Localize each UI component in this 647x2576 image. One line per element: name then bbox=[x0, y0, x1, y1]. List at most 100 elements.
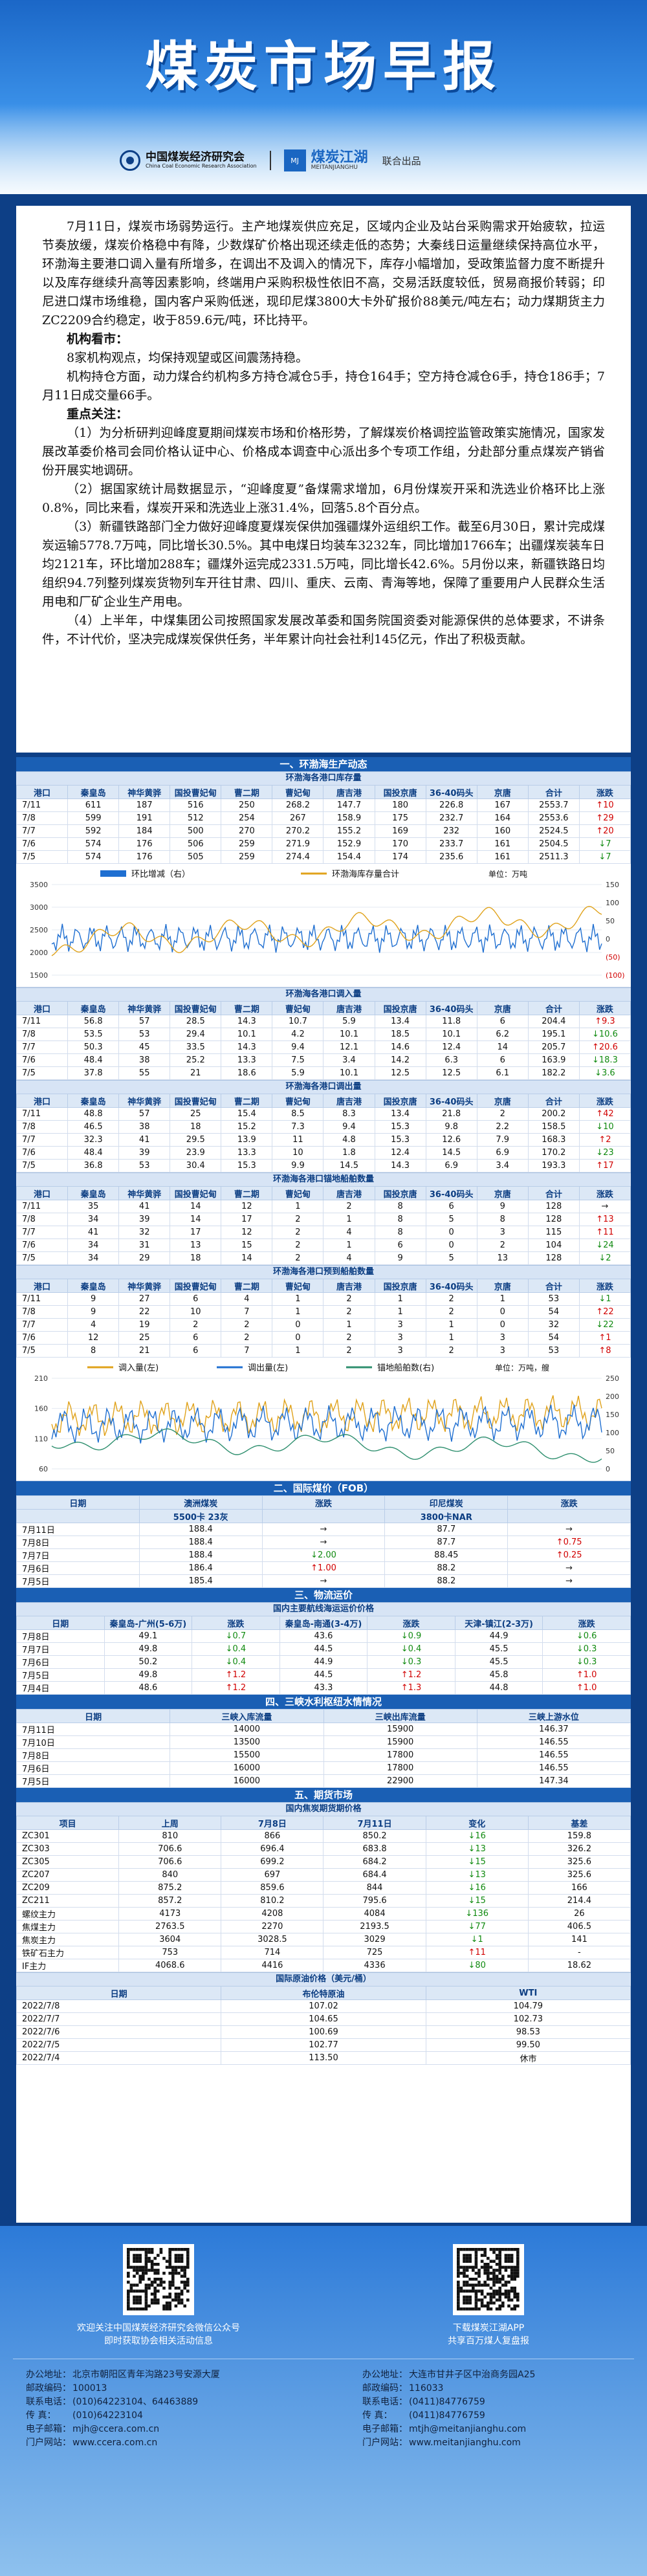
qr-module bbox=[138, 2298, 142, 2302]
column-header: 上周 bbox=[118, 1816, 222, 1830]
qr-module bbox=[138, 2301, 142, 2305]
row-date: 7月11日 bbox=[16, 1523, 140, 1536]
futures-price: 3028.5 bbox=[221, 1933, 324, 1946]
column-header: 合计 bbox=[527, 785, 580, 799]
contact-value: 北京市朝阳区青年沟路23号安源大厦 bbox=[72, 2370, 220, 2380]
column-header: 日期 bbox=[16, 1986, 222, 2000]
cell-value: 235.6 bbox=[425, 850, 477, 864]
contact-line: 电子邮箱： mjh@ccera.com.cn bbox=[26, 2423, 220, 2436]
brent-price: 104.65 bbox=[221, 2012, 426, 2026]
qr-module bbox=[127, 2251, 130, 2254]
row-date: 7/5 bbox=[16, 1344, 69, 1358]
table-header-row: 港口 秦皇岛 神华黄骅 国投曹妃甸 曹二期 曹妃甸 唐吉港 国投京唐 36-40码头 京唐 合计 涨跌 bbox=[16, 1279, 631, 1293]
column-header: 曹二期 bbox=[221, 1001, 273, 1015]
row-date: 7月5日 bbox=[16, 1574, 140, 1588]
cell-value: 6 bbox=[476, 1015, 529, 1028]
contact-label: 传 真： bbox=[362, 2410, 393, 2421]
qr-module bbox=[477, 2269, 481, 2272]
cell-value: 4 bbox=[323, 1251, 375, 1265]
wti-price: 休市 bbox=[425, 2051, 631, 2065]
qr-module bbox=[516, 2260, 520, 2263]
qr-module bbox=[510, 2256, 514, 2260]
contact-line: 联系电话： (010)64223104、64463889 bbox=[26, 2395, 220, 2409]
qr-module bbox=[180, 2280, 184, 2284]
qr-module bbox=[480, 2289, 484, 2293]
qr-module bbox=[474, 2295, 478, 2299]
cell-value: 5.9 bbox=[323, 1015, 375, 1028]
qr-module bbox=[492, 2271, 496, 2275]
qr-module bbox=[516, 2256, 520, 2260]
qr-module bbox=[186, 2256, 190, 2260]
qr-module bbox=[468, 2265, 472, 2269]
qr-module bbox=[516, 2295, 520, 2299]
qr-module bbox=[457, 2301, 460, 2305]
cell-value: 57 bbox=[118, 1107, 171, 1121]
qr-module bbox=[144, 2289, 148, 2293]
qr-module bbox=[507, 2298, 510, 2302]
qr-module bbox=[144, 2263, 148, 2266]
cell-value: 9 bbox=[67, 1292, 120, 1306]
qr-module bbox=[477, 2271, 481, 2275]
column-header: 唐吉港 bbox=[323, 1001, 375, 1015]
qr-module bbox=[510, 2298, 514, 2302]
cell-value: 104 bbox=[527, 1238, 580, 1252]
qr-module bbox=[477, 2284, 481, 2287]
cell-value: 2504.5 bbox=[527, 837, 580, 851]
y-left-tick: 2000 bbox=[30, 949, 48, 957]
qr-module bbox=[487, 2263, 490, 2266]
cell-value: 2 bbox=[476, 1238, 529, 1252]
wti-price: 98.53 bbox=[425, 2025, 631, 2039]
column-header: 涨跌 bbox=[542, 1616, 631, 1630]
cell-value: 175 bbox=[374, 811, 426, 825]
cell-value: 4 bbox=[221, 1292, 273, 1306]
cell-value: 2553.6 bbox=[527, 811, 580, 825]
cell-value: 28.5 bbox=[170, 1015, 222, 1028]
qr-module bbox=[474, 2293, 478, 2296]
cell-value: 3 bbox=[476, 1331, 529, 1345]
cell-value: 174 bbox=[374, 850, 426, 864]
cell-value: 17 bbox=[221, 1213, 273, 1226]
y-left-tick: 3500 bbox=[30, 881, 48, 889]
column-header: 变化 bbox=[425, 1816, 529, 1830]
cell-value: 187 bbox=[118, 798, 171, 812]
qr-module bbox=[144, 2298, 148, 2302]
freight-rate: 44.8 bbox=[454, 1681, 543, 1695]
qr-module bbox=[127, 2301, 130, 2305]
change-cell: ↑22 bbox=[578, 1305, 631, 1319]
cell-value: 13 bbox=[476, 1251, 529, 1265]
qr-module bbox=[157, 2284, 160, 2287]
column-header: 秦皇岛 bbox=[67, 1186, 120, 1200]
qr-module bbox=[127, 2263, 130, 2266]
qr-module bbox=[495, 2307, 499, 2311]
freight-rate: 44.5 bbox=[279, 1668, 368, 1682]
change-cell: ↓13 bbox=[425, 1842, 529, 1856]
column-header: 港口 bbox=[16, 1001, 69, 1015]
qr-module bbox=[153, 2289, 157, 2293]
qr-module bbox=[168, 2280, 171, 2284]
qr-module bbox=[487, 2274, 490, 2278]
column-header: 合计 bbox=[527, 1186, 580, 1200]
qr-module bbox=[129, 2265, 133, 2269]
qr-module bbox=[498, 2248, 501, 2251]
qr-module bbox=[133, 2260, 136, 2263]
qr-module bbox=[177, 2260, 181, 2263]
qr-module bbox=[177, 2256, 181, 2260]
cell-value: 14.6 bbox=[374, 1040, 426, 1054]
cell-value: 12.5 bbox=[374, 1066, 426, 1080]
cell-value: 271.9 bbox=[272, 837, 324, 851]
qr-module bbox=[495, 2248, 499, 2251]
qr-module bbox=[468, 2248, 472, 2251]
qr-module bbox=[457, 2298, 460, 2302]
change-cell: ↓15 bbox=[425, 1894, 529, 1908]
section-title-production: 一、环渤海生产动态 bbox=[16, 757, 631, 771]
legend-inflow-label: 调入量(左) bbox=[118, 1363, 159, 1373]
basis-value: 141 bbox=[527, 1933, 631, 1946]
cell-value: 33.5 bbox=[170, 1040, 222, 1054]
qr-module bbox=[483, 2263, 487, 2266]
row-date: 7/11 bbox=[16, 1292, 69, 1306]
summary-paragraph: （4）上半年，中煤集团公司按照国家发展改革委和国务院国资委对能源保供的总体要求，… bbox=[42, 613, 605, 646]
qr-module bbox=[127, 2256, 130, 2260]
right-qr-caption-line2: 共享百万煤人复盘报 bbox=[448, 2336, 529, 2346]
table-row: 2022/7/6 100.69 98.53 bbox=[16, 2025, 631, 2039]
qr-module bbox=[159, 2284, 163, 2287]
